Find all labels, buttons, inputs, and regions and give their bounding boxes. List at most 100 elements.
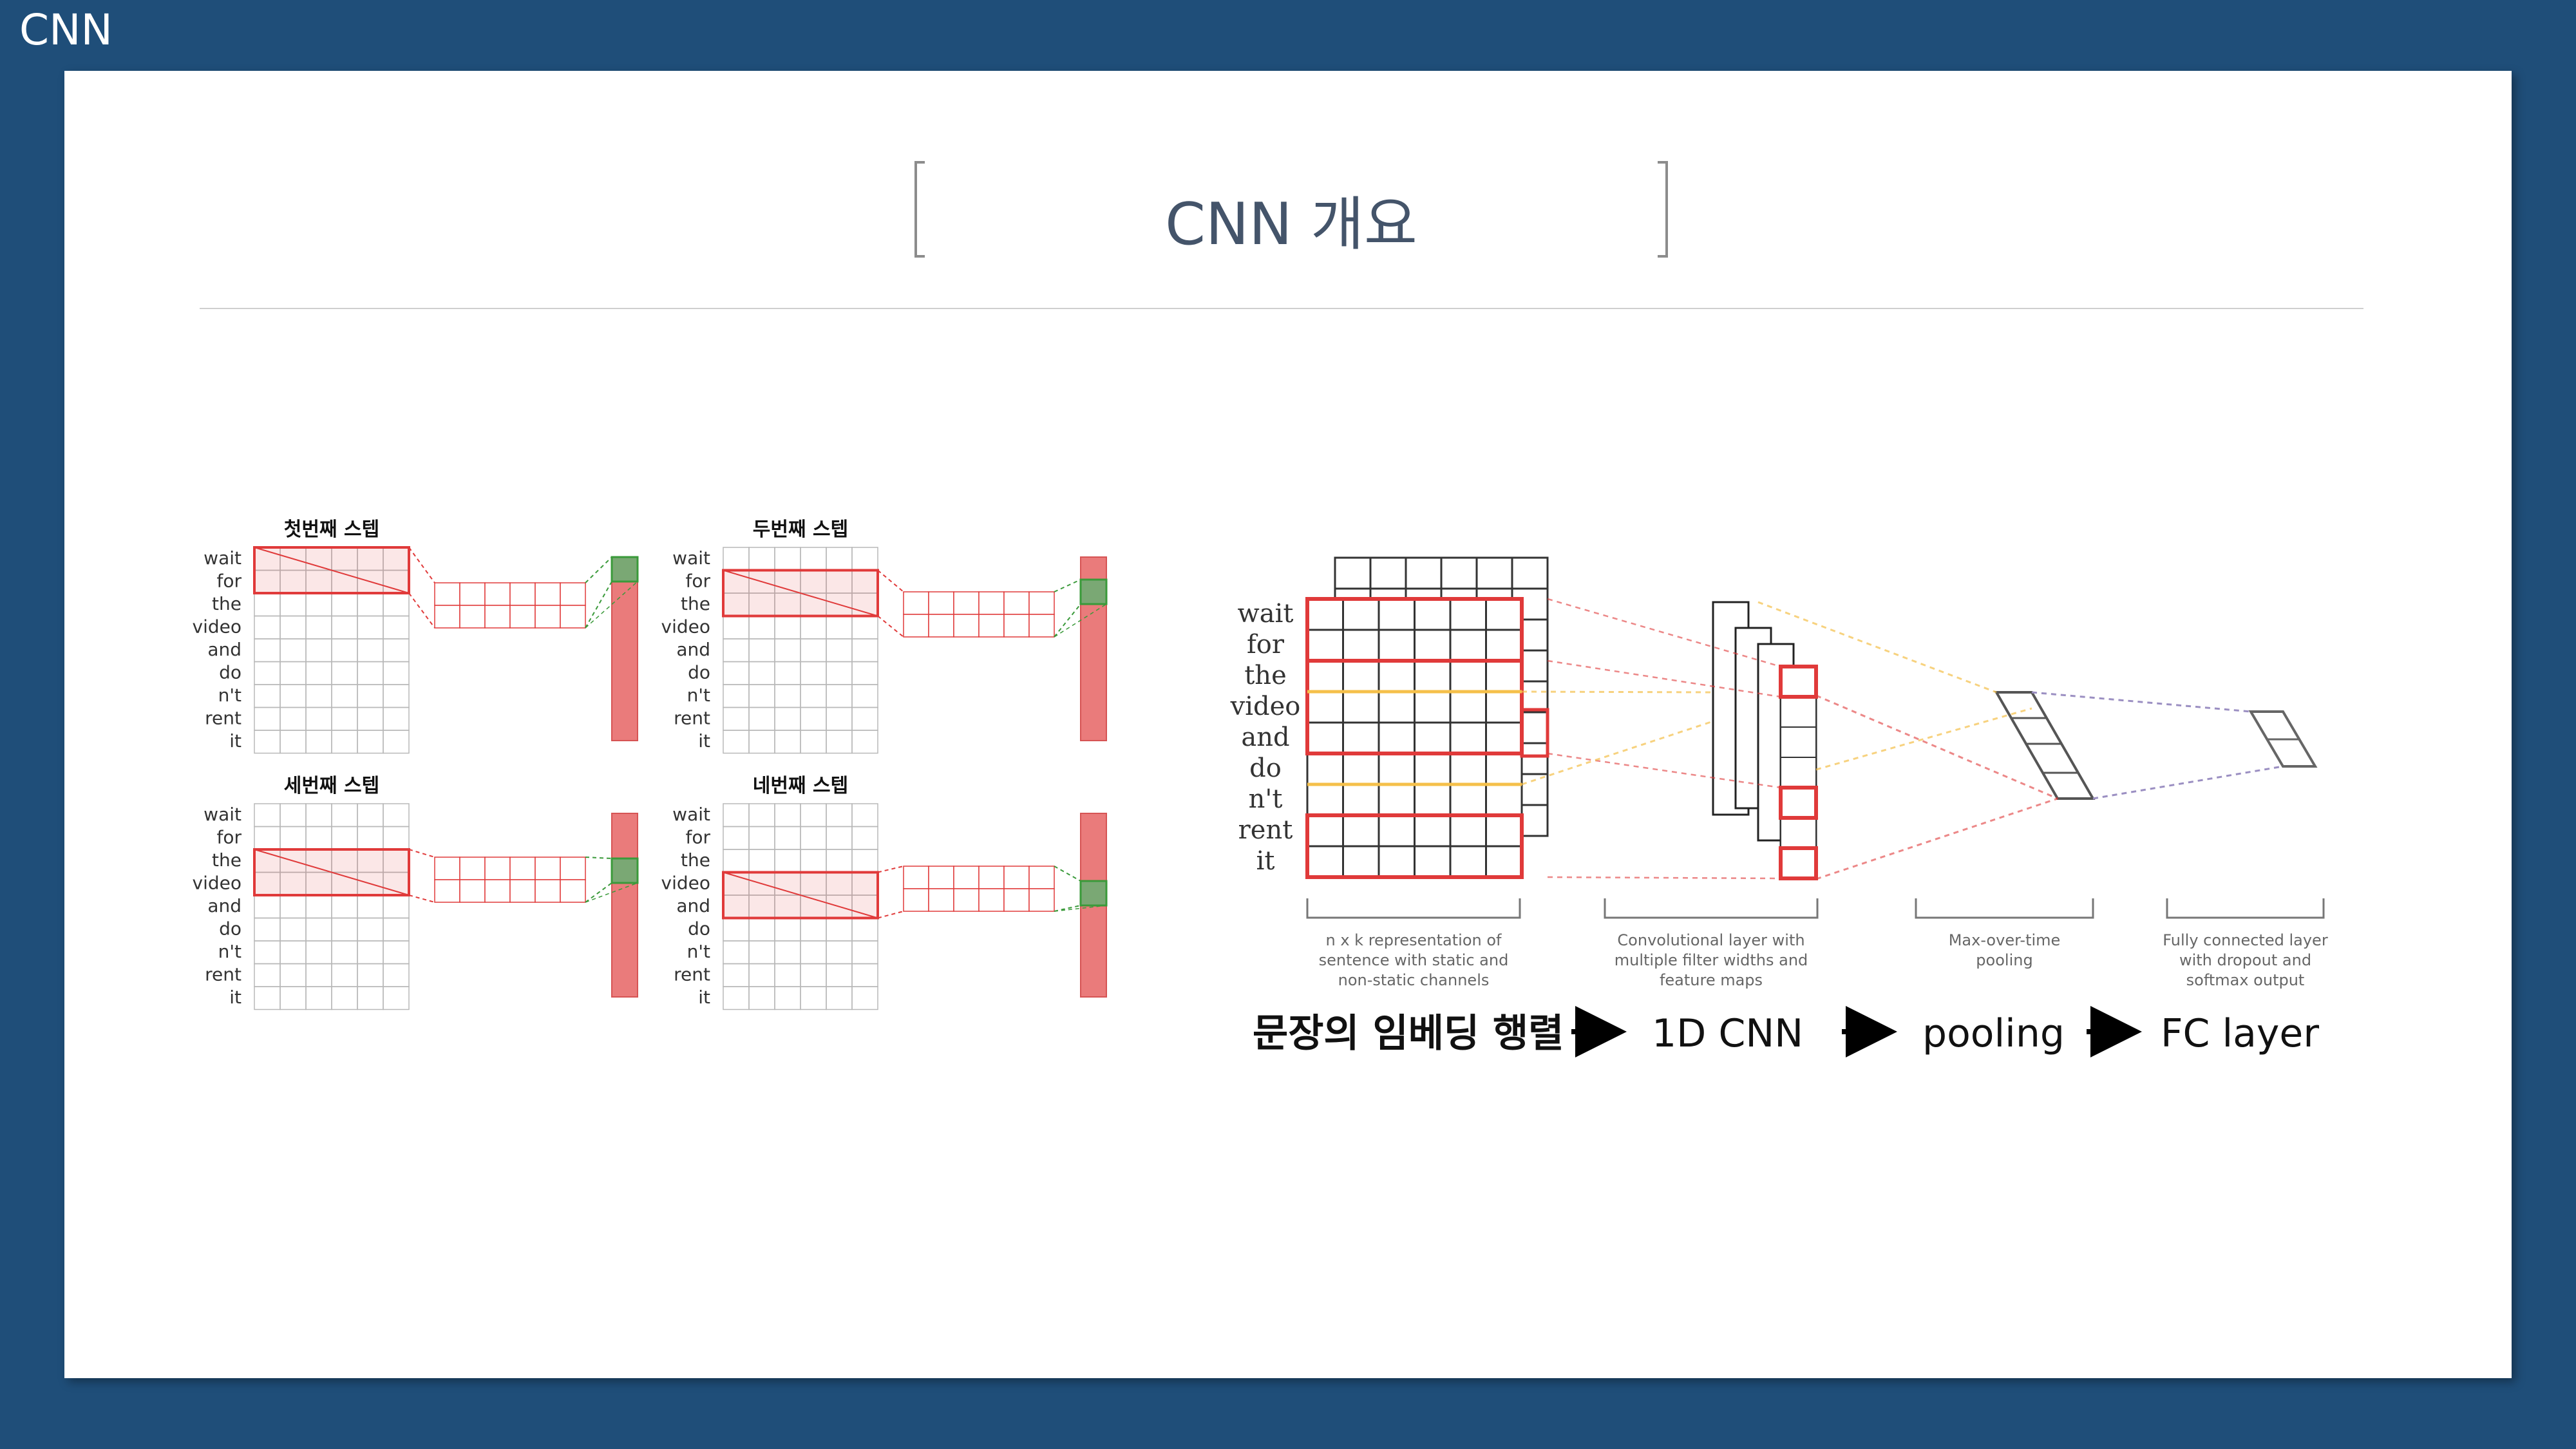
embedding-cell — [1306, 783, 1344, 817]
kernel-cell — [928, 591, 954, 615]
channel-cell — [1334, 556, 1372, 590]
feature-map — [611, 556, 638, 741]
caption-line: n x k representation of — [1326, 931, 1502, 949]
channel-cell — [1511, 556, 1549, 590]
word-label: wait — [204, 804, 242, 825]
conv-connector — [1547, 659, 1781, 698]
kernel-cell — [953, 866, 980, 889]
embedding-cell — [1485, 659, 1523, 693]
embedding-cell — [1378, 845, 1416, 878]
embedding-cell — [1342, 783, 1380, 817]
kernel-cell — [535, 857, 561, 880]
caption-line: non-static channels — [1338, 971, 1490, 989]
embedding-cell — [1306, 845, 1344, 878]
pool-connector — [1757, 601, 1997, 694]
word-label: the — [212, 593, 242, 614]
caption-group: Convolutional layer with multiple filter … — [1604, 898, 1819, 989]
kernel-cell — [535, 605, 561, 629]
word-label: wait — [672, 804, 710, 825]
channel-cell — [1405, 556, 1443, 590]
kernel-cell — [1003, 888, 1030, 912]
grid-cell — [383, 986, 410, 1010]
conv-highlight — [1779, 665, 1818, 699]
embedding-cell — [1485, 721, 1523, 755]
section-label: CNN — [19, 5, 113, 55]
pipeline-stage: 문장의 임베딩 행렬 — [1253, 1011, 1564, 1056]
word-label: wait — [672, 547, 710, 569]
embedding-cell — [1342, 721, 1380, 755]
title-divider — [200, 308, 2363, 309]
caption-group: Max-over-time pooling — [1915, 898, 2094, 969]
connector — [1054, 603, 1107, 638]
step-title: 첫번째 스텝 — [284, 518, 379, 541]
word-label: do — [1249, 753, 1282, 783]
connector — [408, 849, 435, 858]
embedding-cell — [1449, 721, 1487, 755]
embedding-cell — [1449, 659, 1487, 693]
embedding-cell — [1449, 752, 1487, 786]
connector — [585, 556, 612, 583]
caption-bracket — [1306, 898, 1521, 919]
step-title: 세번째 스텝 — [284, 775, 379, 797]
pipeline: 문장의 임베딩 행렬 1D CNN pooling FC layer — [1253, 1006, 2319, 1057]
kernel-cell — [1028, 866, 1055, 889]
grid-cell — [383, 730, 410, 754]
caption-line: feature maps — [1660, 971, 1763, 989]
embedding-cell — [1378, 783, 1416, 817]
kernel-cell — [459, 605, 486, 629]
embedding-cell — [1414, 690, 1452, 724]
embedding-cell — [1449, 690, 1487, 724]
kernel-cell — [535, 879, 561, 903]
pool-connector — [1815, 797, 2058, 880]
kernel-cell — [509, 879, 536, 903]
caption-line: pooling — [1976, 951, 2032, 969]
word-label: video — [1230, 692, 1301, 721]
word-label: rent — [205, 964, 242, 985]
kernel-cell — [509, 857, 536, 880]
embedding-cell — [1449, 814, 1487, 848]
channel-cell — [1475, 556, 1513, 590]
embedding-cell — [1378, 721, 1416, 755]
word-label: the — [681, 593, 710, 614]
kernel-cell — [903, 591, 929, 615]
feature-cell — [1079, 578, 1108, 605]
filter-outline — [1305, 659, 1524, 755]
caption-line: multiple filter widths and — [1615, 951, 1808, 969]
kernel-cell — [928, 888, 954, 912]
word-label: n't — [1249, 784, 1283, 814]
filter-diagonal — [254, 547, 410, 594]
connector — [1054, 579, 1081, 592]
slide-title: CNN 개요 — [1165, 191, 1417, 258]
kernel-cell — [484, 879, 511, 903]
kernel-cell — [903, 866, 929, 889]
kernel-cell — [459, 879, 486, 903]
word-label: n't — [218, 685, 242, 706]
word-label: for — [217, 827, 242, 848]
conv-connector — [1547, 598, 1781, 668]
embedding-cell — [1378, 814, 1416, 848]
kernel-cell — [560, 857, 586, 880]
caption-line: sentence with static and — [1319, 951, 1509, 969]
word-label: n't — [687, 685, 710, 706]
kernel-cell — [434, 879, 460, 903]
pooling-shape — [1994, 691, 2096, 800]
conv-cell — [1780, 726, 1817, 758]
connector — [585, 581, 612, 629]
embedding-cell — [1449, 845, 1487, 878]
connector — [408, 592, 435, 629]
filter-outline — [1305, 813, 1524, 879]
embedding-cell — [1306, 690, 1344, 724]
embedding-cell — [1485, 629, 1523, 662]
fc-connector — [2092, 765, 2284, 800]
step-title: 두번째 스텝 — [753, 518, 848, 541]
feature-cell — [1079, 880, 1108, 907]
word-label: rent — [674, 964, 710, 985]
word-label: and — [1241, 723, 1289, 752]
kernel-cell — [1003, 614, 1030, 638]
channel-outline — [1520, 708, 1549, 758]
connector — [1054, 866, 1081, 882]
